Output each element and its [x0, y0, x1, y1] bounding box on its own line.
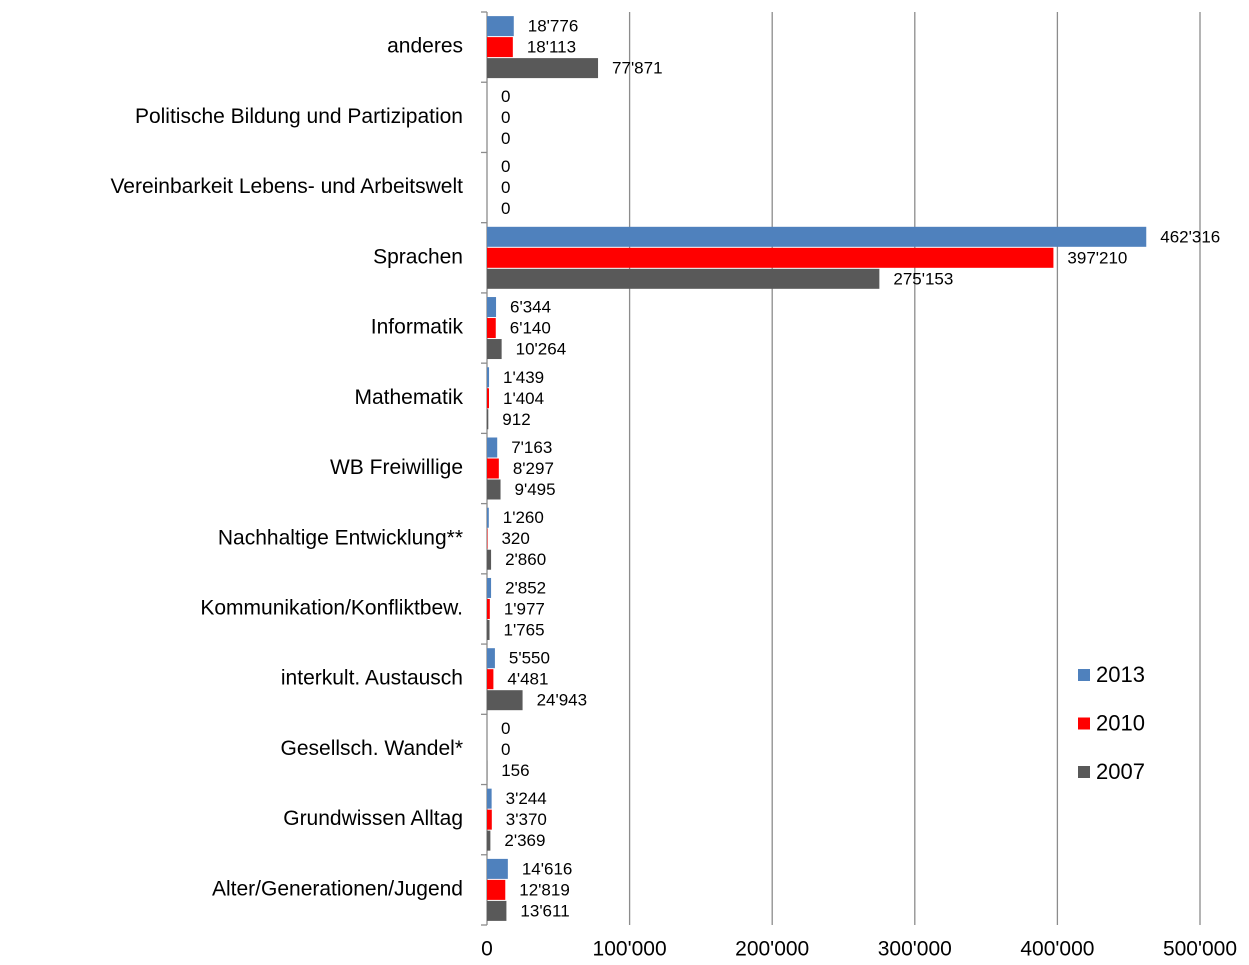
- legend-swatch: [1078, 669, 1090, 681]
- value-label: 397'210: [1067, 248, 1127, 267]
- bar: [487, 339, 502, 360]
- category-label: Gesellsch. Wandel*: [281, 737, 463, 760]
- value-label: 0: [501, 199, 510, 218]
- bar: [487, 297, 497, 318]
- value-label: 8'297: [513, 459, 554, 478]
- value-label: 0: [501, 740, 510, 759]
- legend-label: 2013: [1096, 662, 1145, 687]
- value-label: 5'550: [509, 649, 550, 668]
- value-label: 10'264: [516, 340, 567, 359]
- bar: [487, 830, 491, 851]
- value-label: 18'113: [527, 38, 576, 57]
- bar: [487, 858, 508, 879]
- category-label: Mathematik: [354, 386, 463, 409]
- value-label: 912: [502, 410, 530, 429]
- bar: [487, 409, 489, 430]
- value-label: 14'616: [522, 859, 573, 878]
- value-label: 18'776: [528, 17, 579, 36]
- category-label: anderes: [387, 35, 463, 58]
- legend-swatch: [1078, 766, 1090, 778]
- category-label: interkult. Austausch: [281, 667, 463, 690]
- value-label: 0: [501, 157, 510, 176]
- bar: [487, 549, 492, 570]
- value-label: 1'260: [503, 508, 544, 527]
- value-label: 4'481: [507, 670, 548, 689]
- value-label: 3'370: [506, 810, 547, 829]
- value-label: 1'439: [503, 368, 544, 387]
- legend-swatch: [1078, 717, 1090, 730]
- legend-label: 2007: [1096, 759, 1145, 784]
- bar: [487, 598, 490, 619]
- bar: [487, 268, 880, 289]
- x-tick-label: 100'000: [593, 938, 667, 961]
- bar: [487, 788, 492, 809]
- value-label: 6'140: [510, 319, 551, 338]
- bar: [487, 16, 514, 37]
- bar: [487, 388, 490, 409]
- category-label: Kommunikation/Konfliktbew.: [200, 597, 463, 620]
- category-label: Grundwissen Alltag: [283, 807, 463, 830]
- bar: [487, 690, 523, 711]
- category-label: Nachhaltige Entwicklung**: [218, 526, 463, 549]
- category-label: Sprachen: [373, 245, 463, 268]
- legend-label: 2010: [1096, 710, 1145, 735]
- bar: [487, 669, 494, 690]
- x-tick-label: 300'000: [878, 938, 952, 961]
- category-label: Alter/Generationen/Jugend: [212, 877, 463, 900]
- value-label: 7'163: [511, 438, 552, 457]
- x-tick-label: 200'000: [735, 938, 809, 961]
- category-label: Politische Bildung und Partizipation: [135, 105, 463, 128]
- bar: [487, 479, 501, 500]
- value-label: 2'860: [505, 550, 546, 569]
- value-label: 0: [501, 719, 510, 738]
- value-label: 0: [501, 108, 510, 127]
- bar: [487, 318, 496, 339]
- value-label: 12'819: [519, 880, 570, 899]
- bar: [487, 619, 490, 640]
- value-label: 320: [501, 529, 529, 548]
- value-label: 3'244: [506, 789, 547, 808]
- bar: [487, 507, 489, 528]
- value-label: 2'852: [505, 578, 546, 597]
- bar: [487, 577, 492, 598]
- value-label: 13'611: [520, 901, 569, 920]
- value-label: 24'943: [537, 691, 588, 710]
- value-label: 2'369: [504, 831, 545, 850]
- value-label: 0: [501, 87, 510, 106]
- value-label: 275'153: [893, 269, 953, 288]
- value-label: 462'316: [1160, 227, 1220, 246]
- bar: [487, 648, 495, 669]
- bar: [487, 226, 1147, 247]
- x-tick-label: 400'000: [1020, 938, 1094, 961]
- bar: [487, 437, 498, 458]
- value-label: 156: [501, 761, 529, 780]
- bar: [487, 900, 507, 921]
- bar: [487, 247, 1054, 268]
- bar: [487, 809, 492, 830]
- bar: [487, 58, 599, 79]
- value-label: 77'871: [612, 59, 663, 78]
- bar: [487, 879, 506, 900]
- value-label: 0: [501, 178, 510, 197]
- bar: [487, 367, 490, 388]
- value-label: 9'495: [515, 480, 556, 499]
- x-tick-label: 0: [481, 938, 493, 961]
- category-label: Vereinbarkeit Lebens- und Arbeitswelt: [110, 175, 463, 198]
- value-label: 1'977: [504, 599, 545, 618]
- category-label: Informatik: [371, 316, 464, 339]
- category-label: WB Freiwillige: [330, 456, 463, 479]
- bar: [487, 458, 499, 479]
- x-tick-label: 500'000: [1163, 938, 1237, 961]
- value-label: 1'404: [503, 389, 544, 408]
- value-label: 6'344: [510, 298, 551, 317]
- value-label: 1'765: [504, 620, 545, 639]
- value-label: 0: [501, 129, 510, 148]
- bar: [487, 37, 513, 58]
